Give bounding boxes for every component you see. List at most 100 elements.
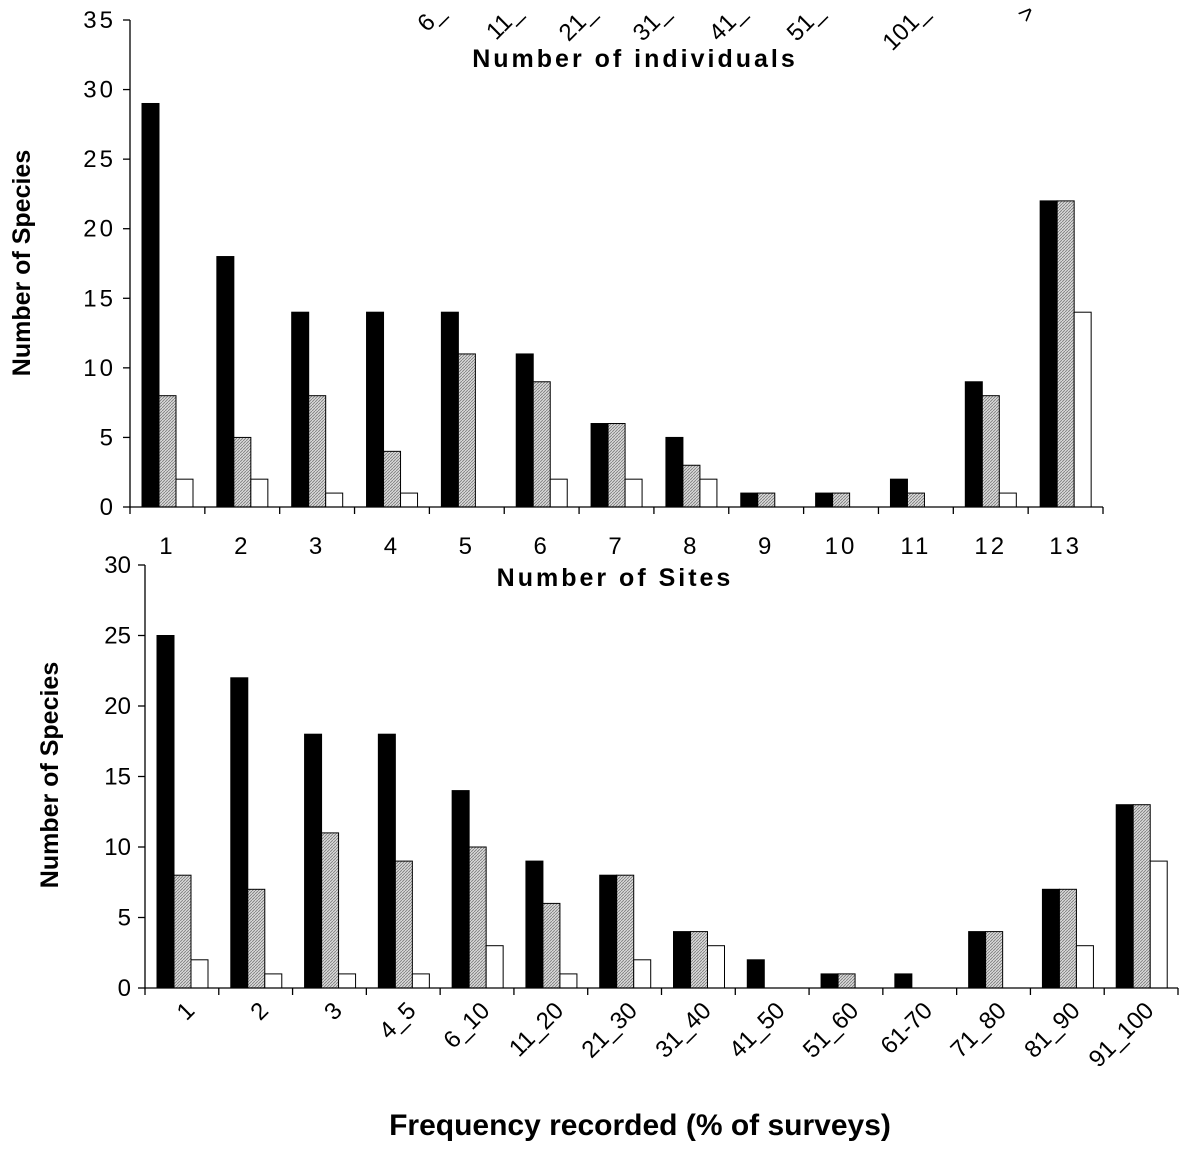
bar-series-2-11 xyxy=(906,492,925,508)
x-tick-label: 3 xyxy=(319,997,348,1026)
bar-series-2-3 xyxy=(308,395,327,508)
bar-series-2-6_10 xyxy=(468,846,487,989)
x-tick-label: 91_100 xyxy=(1084,997,1160,1073)
bar-series-2-1 xyxy=(173,874,192,989)
bar-series-1-6 xyxy=(515,353,534,508)
bar-series-2-71_80 xyxy=(985,931,1004,989)
bar-series-1-3 xyxy=(304,733,323,989)
bar-series-2-11_20 xyxy=(542,902,561,989)
bar-series-1-31_40 xyxy=(673,931,691,989)
y-tick-label: 0 xyxy=(100,494,116,521)
bar-series-2-1 xyxy=(158,395,177,508)
top-x-tick-label: 51_ xyxy=(782,0,830,47)
y-tick-label: 15 xyxy=(83,285,116,312)
x-tick-label: 51_60 xyxy=(798,997,864,1063)
bar-series-3-2 xyxy=(264,973,283,989)
bar-series-1-9 xyxy=(740,492,759,508)
frequency-chart: 0 5 10 15 20 25 30 1 2 3 4_5 6_10 11_20 21_30 31_40 41… xyxy=(36,552,1179,1142)
y-tick-label: 25 xyxy=(104,623,131,650)
x-tick-label: 8 xyxy=(683,533,699,560)
y-tick-label: 0 xyxy=(118,975,131,1002)
x-tick-label: 71_80 xyxy=(945,997,1011,1063)
bar-series-1-4 xyxy=(366,311,385,508)
bar-series-3-7 xyxy=(624,478,643,508)
bar-series-1-6_10 xyxy=(451,790,470,989)
bar-series-1-7 xyxy=(590,423,609,508)
x-tick-label: 11_20 xyxy=(504,997,569,1062)
top-x-tick-label: 21_ xyxy=(554,0,602,47)
bar-series-1-2 xyxy=(230,677,249,989)
x-tick-label: 1 xyxy=(159,533,175,560)
x-tick-label: 2 xyxy=(245,997,274,1026)
bar-series-3-31_40 xyxy=(707,945,725,989)
bar-series-2-12 xyxy=(981,395,1000,508)
bar-series-3-3 xyxy=(325,492,344,508)
y-tick-label: 10 xyxy=(104,834,131,861)
x-tick-label: 81_90 xyxy=(1019,997,1085,1063)
bar-series-2-13 xyxy=(1056,200,1075,508)
top-x-tick-label: 31_ xyxy=(628,0,676,47)
y-tick-label: 30 xyxy=(104,552,131,579)
x-tick-label: 6_10 xyxy=(438,997,495,1054)
bar-series-1-1 xyxy=(141,102,160,508)
y-tick-label: 5 xyxy=(100,424,116,451)
x-tick-label: 41_50 xyxy=(724,997,790,1063)
x-tick-label: 6 xyxy=(533,533,549,560)
x-tick-label: 4_5 xyxy=(374,997,421,1044)
bar-series-2-5 xyxy=(457,353,476,508)
top-x-axis-title: Number of individuals xyxy=(472,45,798,73)
frequency-x-axis-title: Frequency recorded (% of surveys) xyxy=(389,1109,891,1142)
x-tick-label: 1 xyxy=(172,997,201,1026)
bar-series-3-4_5 xyxy=(411,973,430,989)
bar-series-3-6_10 xyxy=(485,945,504,989)
top-chart-fragment: 6_ 11_ 21_ 31_ 41_ 51_ 101_ > Number of individ… xyxy=(412,0,1041,73)
bar-series-3-2 xyxy=(250,478,269,508)
bar-series-1-5 xyxy=(440,311,459,508)
y-tick-label: 35 xyxy=(83,7,116,34)
bar-series-2-31_40 xyxy=(690,931,708,989)
x-tick-label: 61-70 xyxy=(875,997,938,1060)
x-tick-label: 4 xyxy=(384,533,400,560)
bar-series-2-2 xyxy=(247,888,266,989)
bar-series-2-7 xyxy=(607,423,626,508)
bar-series-1-2 xyxy=(216,256,235,508)
bar-series-2-91_100 xyxy=(1132,804,1151,989)
bar-series-2-10 xyxy=(832,492,851,508)
y-tick-label: 10 xyxy=(83,355,116,382)
bar-series-1-8 xyxy=(665,436,684,508)
bar-series-1-11_20 xyxy=(525,860,544,989)
bar-series-2-81_90 xyxy=(1058,888,1077,989)
top-x-tick-label: > xyxy=(1012,0,1041,28)
bar-series-2-2 xyxy=(233,436,252,508)
top-x-tick-label: 11_ xyxy=(481,0,528,45)
bar-series-1-41_50 xyxy=(746,959,765,989)
bar-series-3-12 xyxy=(998,492,1017,508)
y-tick-label: 30 xyxy=(83,77,116,104)
frequency-y-axis-title: Number of Species xyxy=(36,662,64,888)
bar-series-2-9 xyxy=(757,492,776,508)
bar-series-2-51_60 xyxy=(837,973,856,989)
bar-series-3-13 xyxy=(1073,311,1092,508)
y-tick-label: 20 xyxy=(83,216,116,243)
bar-series-1-61-70 xyxy=(894,973,913,989)
bar-series-2-6 xyxy=(532,381,551,508)
bar-series-3-4 xyxy=(400,492,419,508)
bar-series-3-81_90 xyxy=(1075,945,1094,989)
bar-series-3-11_20 xyxy=(559,973,578,989)
bar-series-1-13 xyxy=(1039,200,1058,508)
top-x-tick-label: 101_ xyxy=(877,0,934,56)
bar-series-3-3 xyxy=(338,973,357,989)
x-tick-label: 5 xyxy=(459,533,475,560)
bar-series-2-3 xyxy=(321,832,340,989)
bar-series-1-11 xyxy=(889,478,908,508)
bar-series-3-1 xyxy=(175,478,194,508)
bar-series-1-51_60 xyxy=(820,973,839,989)
top-x-tick-label: 6_ xyxy=(412,0,450,37)
bar-series-1-71_80 xyxy=(968,931,987,989)
x-tick-label: 9 xyxy=(758,533,774,560)
bar-series-2-21_30 xyxy=(616,874,635,989)
bar-series-2-4_5 xyxy=(394,860,413,989)
bar-series-2-8 xyxy=(682,464,701,508)
